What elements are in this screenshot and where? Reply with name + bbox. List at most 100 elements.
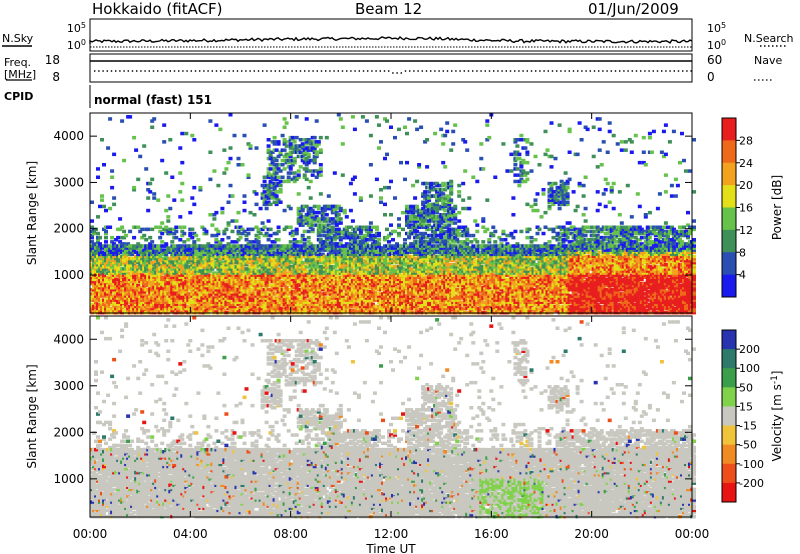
heatmap-cell (383, 256, 387, 261)
heatmap-cell (282, 167, 287, 171)
heatmap-cell (308, 206, 313, 211)
heatmap-cell (270, 196, 275, 200)
heatmap-cell (248, 210, 253, 215)
heatmap-cell (381, 246, 385, 250)
heatmap-cell (114, 238, 119, 242)
heatmap-cell (180, 294, 185, 298)
heatmap-cell (244, 263, 249, 267)
heatmap-cell (222, 171, 227, 175)
heatmap-cell (224, 304, 229, 309)
heatmap-cell (96, 231, 100, 236)
heatmap-cell (194, 246, 199, 250)
heatmap-cell (284, 265, 289, 269)
heatmap-cell (344, 285, 349, 290)
heatmap-cell (90, 235, 94, 240)
heatmap-cell (383, 202, 387, 207)
heatmap-cell (284, 246, 289, 250)
heatmap-cell (264, 206, 269, 211)
heatmap-cell (112, 269, 117, 273)
heatmap-cell (214, 256, 219, 261)
heatmap-cell (302, 229, 307, 234)
heatmap-cell (134, 246, 139, 250)
heatmap-cell (344, 235, 349, 240)
heatmap-cell (226, 221, 231, 225)
heatmap-cell (306, 217, 311, 221)
heatmap-cell (242, 208, 247, 213)
heatmap-cell (164, 296, 169, 300)
heatmap-cell (334, 215, 339, 219)
heatmap-cell (194, 306, 199, 311)
heatmap-cell (282, 227, 287, 232)
heatmap-cell (174, 304, 179, 309)
heatmap-cell (174, 246, 179, 250)
heatmap-cell (324, 213, 329, 217)
heatmap-cell (262, 302, 267, 307)
heatmap-cell (383, 260, 387, 265)
heatmap-cell (379, 283, 383, 288)
heatmap-cell (320, 298, 325, 302)
heatmap-cell (256, 227, 261, 232)
heatmap-cell (130, 300, 135, 304)
heatmap-cell (104, 231, 108, 236)
heatmap-cell (374, 240, 379, 244)
heatmap-cell (278, 152, 283, 157)
heatmap-cell (284, 258, 289, 263)
heatmap-cell (314, 152, 319, 157)
heatmap-cell (140, 227, 145, 232)
heatmap-cell (120, 290, 125, 294)
heatmap-cell (194, 288, 199, 292)
heatmap-cell (184, 290, 189, 294)
heatmap-cell (298, 217, 303, 221)
heatmap-cell (154, 265, 159, 269)
heatmap-cell (272, 306, 277, 311)
heatmap-cell (190, 227, 195, 232)
heatmap-cell (292, 242, 297, 246)
heatmap-cell (186, 273, 191, 277)
heatmap-cell (178, 215, 183, 219)
heatmap-cell (166, 296, 171, 300)
heatmap-cell (389, 277, 393, 282)
heatmap-cell (332, 229, 337, 234)
date-label: 01/Jun/2009 (588, 0, 679, 18)
heatmap-cell (306, 148, 311, 152)
heatmap-cell (268, 248, 273, 252)
heatmap-cell (198, 254, 203, 259)
heatmap-cell (330, 298, 335, 302)
heatmap-cell (222, 248, 227, 252)
heatmap-cell (236, 231, 241, 236)
heatmap-cell (387, 185, 391, 190)
heatmap-cell (389, 265, 393, 269)
heatmap-cell (352, 269, 357, 273)
heatmap-cell (312, 156, 317, 161)
heatmap-cell (374, 277, 379, 282)
heatmap-cell (120, 256, 125, 261)
heatmap-cell (385, 119, 389, 123)
heatmap-cell (208, 294, 213, 298)
heatmap-cell (268, 294, 273, 298)
heatmap-cell (284, 244, 289, 248)
heatmap-cell (278, 190, 283, 194)
heatmap-cell (276, 281, 281, 286)
heatmap-cell (310, 208, 315, 213)
heatmap-cell (292, 304, 297, 309)
heatmap-cell (278, 179, 283, 184)
heatmap-cell (94, 277, 98, 282)
heatmap-cell (288, 265, 293, 269)
heatmap-cell (200, 246, 205, 250)
heatmap-cell (286, 292, 291, 296)
heatmap-cell (292, 279, 297, 284)
heatmap-cell (278, 279, 283, 284)
heatmap-cell (108, 260, 113, 265)
heatmap-cell (184, 254, 189, 259)
heatmap-cell (194, 273, 199, 277)
heatmap-cell (276, 142, 281, 146)
heatmap-cell (358, 244, 363, 248)
heatmap-cell (342, 267, 347, 271)
heatmap-cell (320, 215, 325, 219)
heatmap-cell (266, 304, 271, 309)
heatmap-cell (192, 185, 197, 190)
heatmap-cell (254, 192, 259, 196)
heatmap-cell (138, 271, 143, 275)
heatmap-cell (322, 292, 327, 296)
heatmap-cell (272, 298, 277, 302)
